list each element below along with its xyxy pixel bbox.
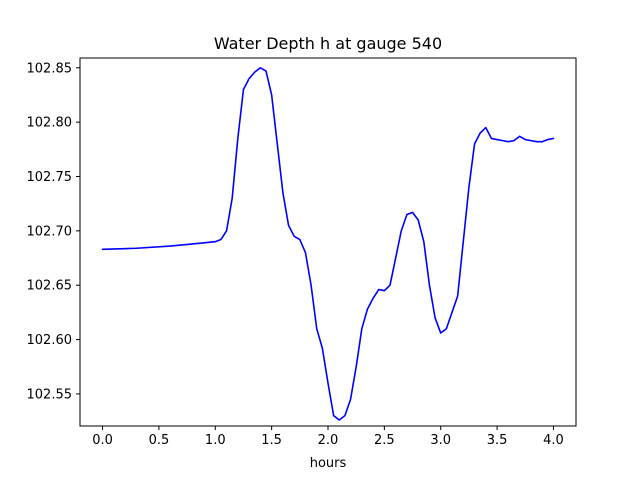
- series-line-0: [101, 66, 555, 421]
- y-tick-label: 102.80: [27, 116, 73, 131]
- y-tick-label: 102.85: [27, 61, 73, 76]
- plot-area: 0.0 0.5 1.0 1.5 2.0 2.5 3.0 3.5 4.0 102.55 102.60 1…: [27, 57, 577, 448]
- y-tick-label: 102.60: [27, 333, 73, 348]
- chart-title: Water Depth h at gauge 540: [214, 34, 442, 53]
- x-tick-label: 2.0: [318, 433, 339, 448]
- x-tick-label: 0.0: [92, 433, 113, 448]
- y-tick-label: 102.55: [27, 387, 73, 402]
- y-tick-label: 102.70: [27, 224, 73, 239]
- x-tick-label: 1.0: [205, 433, 226, 448]
- y-tick-label: 102.65: [27, 279, 73, 294]
- x-tick-label: 0.5: [149, 433, 170, 448]
- x-tick-label: 3.5: [487, 433, 508, 448]
- x-tick-label: 2.5: [374, 433, 395, 448]
- x-axis-label: hours: [310, 456, 347, 471]
- y-tick-label: 102.75: [27, 170, 73, 185]
- x-tick-label: 4.0: [543, 433, 564, 448]
- x-tick-label: 3.0: [430, 433, 451, 448]
- x-tick-label: 1.5: [261, 433, 282, 448]
